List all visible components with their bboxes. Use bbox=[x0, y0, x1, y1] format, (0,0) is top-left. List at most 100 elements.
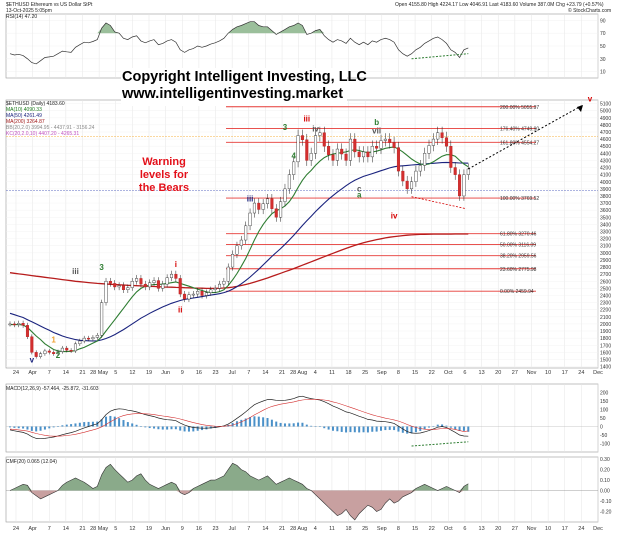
main-legend-item: KC(20,2.0,10) 4407.20 - 4265.31 bbox=[6, 131, 80, 137]
wave-label: iii bbox=[72, 267, 79, 276]
y-tick-label: 3900 bbox=[600, 187, 611, 193]
candle bbox=[174, 273, 178, 279]
macd-hist-bar bbox=[371, 426, 374, 432]
y-tick-label: 3000 bbox=[600, 251, 611, 257]
macd-hist-bar bbox=[179, 426, 182, 431]
x-tick-label-bottom: 8 bbox=[397, 526, 400, 532]
macd-hist-bar bbox=[192, 426, 195, 432]
macd-hist-bar bbox=[48, 426, 51, 429]
projection-arrowhead bbox=[577, 104, 583, 112]
candle bbox=[344, 153, 348, 161]
x-tick-label-bottom: 25 bbox=[362, 526, 368, 532]
candle bbox=[222, 281, 226, 285]
candle bbox=[95, 335, 99, 338]
macd-hist-bar bbox=[401, 426, 404, 433]
y-tick-label: 4700 bbox=[600, 130, 611, 136]
macd-hist-bar bbox=[314, 426, 317, 427]
candle bbox=[462, 174, 466, 197]
macd-hist-bar bbox=[78, 422, 81, 427]
cmf-negative-area bbox=[10, 490, 469, 520]
candle bbox=[279, 201, 283, 218]
candle bbox=[39, 353, 43, 357]
candle bbox=[418, 165, 422, 172]
candle bbox=[104, 281, 108, 303]
y-tick-label: 2400 bbox=[600, 293, 611, 299]
fib-level-label: 38.20% 2959.56 bbox=[500, 254, 537, 260]
macd-hist-bar bbox=[423, 426, 426, 430]
main-legend-item: MA(200) 3264.87 bbox=[6, 119, 45, 125]
macd-hist-bar bbox=[174, 426, 177, 430]
x-tick-label-bottom: Apr bbox=[28, 526, 37, 532]
candle bbox=[143, 283, 147, 288]
x-tick-label-bottom: Dec bbox=[593, 526, 603, 532]
candle bbox=[213, 288, 217, 291]
header-ohlc: Open 4155.80 High 4224.17 Low 4046.91 La… bbox=[395, 2, 604, 8]
candle bbox=[113, 283, 117, 288]
candle bbox=[252, 202, 256, 214]
macd-y-tick: 0 bbox=[600, 425, 603, 431]
candle bbox=[458, 174, 462, 197]
candle bbox=[453, 167, 457, 175]
wave-label: v bbox=[30, 355, 35, 364]
candle bbox=[414, 170, 418, 182]
x-tick-label: 15 bbox=[412, 370, 418, 376]
candle bbox=[449, 146, 453, 168]
candle bbox=[187, 294, 191, 300]
macd-hist-bar bbox=[91, 421, 94, 427]
macd-hist-bar bbox=[100, 419, 103, 427]
ma200-line bbox=[9, 233, 469, 290]
macd-hist-bar bbox=[467, 426, 470, 432]
macd-hist-bar bbox=[345, 426, 348, 433]
y-tick-label: 3600 bbox=[600, 208, 611, 214]
candle bbox=[135, 278, 139, 282]
macd-hist-bar bbox=[118, 418, 121, 427]
candle bbox=[156, 280, 160, 289]
candle bbox=[196, 291, 200, 295]
copyright-line-1: Copyright Intelligent Investing, LLC bbox=[122, 69, 367, 85]
candle bbox=[327, 146, 331, 155]
candle bbox=[126, 287, 130, 291]
macd-hist-bar bbox=[358, 426, 361, 433]
fib-level-label: 61.80% 3270.46 bbox=[500, 232, 537, 238]
candle bbox=[204, 292, 208, 296]
y-tick-label: 4600 bbox=[600, 137, 611, 143]
wave-label: b bbox=[374, 118, 379, 127]
x-tick-label: Jul bbox=[229, 370, 236, 376]
x-tick-label-bottom: 18 bbox=[345, 526, 351, 532]
x-tick-label-bottom: 23 bbox=[212, 526, 218, 532]
candle bbox=[331, 154, 335, 161]
macd-hist-bar bbox=[388, 426, 391, 430]
candle bbox=[191, 293, 195, 296]
cmf-y-tick: -0.10 bbox=[600, 499, 612, 505]
rsi-y-tick: 50 bbox=[600, 44, 606, 50]
y-tick-label: 2700 bbox=[600, 272, 611, 278]
fib-level-label: 50.00% 3116.09 bbox=[500, 243, 536, 249]
candle bbox=[379, 140, 383, 149]
macd-hist-bar bbox=[340, 426, 343, 432]
wave-label: iv bbox=[312, 124, 319, 133]
macd-hist-bar bbox=[362, 426, 365, 433]
candle bbox=[444, 137, 448, 147]
candle bbox=[218, 283, 222, 289]
fib-level-label: 23.60% 2775.98 bbox=[500, 267, 537, 273]
y-tick-label: 1500 bbox=[600, 357, 611, 363]
x-tick-label: Sep bbox=[377, 370, 387, 376]
y-tick-label: 3300 bbox=[600, 230, 611, 236]
candle bbox=[8, 323, 12, 326]
candle bbox=[405, 180, 409, 190]
x-tick-label: 4 bbox=[314, 370, 317, 376]
candle bbox=[266, 198, 270, 204]
macd-hist-bar bbox=[454, 426, 457, 430]
macd-hist-bar bbox=[458, 426, 461, 431]
y-tick-label: 5100 bbox=[600, 102, 611, 108]
x-tick-label: 10 bbox=[545, 370, 551, 376]
x-tick-label: 6 bbox=[463, 370, 466, 376]
y-tick-label: 2000 bbox=[600, 322, 611, 328]
macd-y-tick: 200 bbox=[600, 391, 609, 397]
x-tick-label-bottom: 9 bbox=[181, 526, 184, 532]
candle bbox=[305, 139, 309, 161]
candle bbox=[30, 336, 34, 353]
candle bbox=[100, 302, 104, 336]
macd-hist-bar bbox=[113, 416, 116, 427]
x-tick-label-bottom: Nov bbox=[527, 526, 537, 532]
